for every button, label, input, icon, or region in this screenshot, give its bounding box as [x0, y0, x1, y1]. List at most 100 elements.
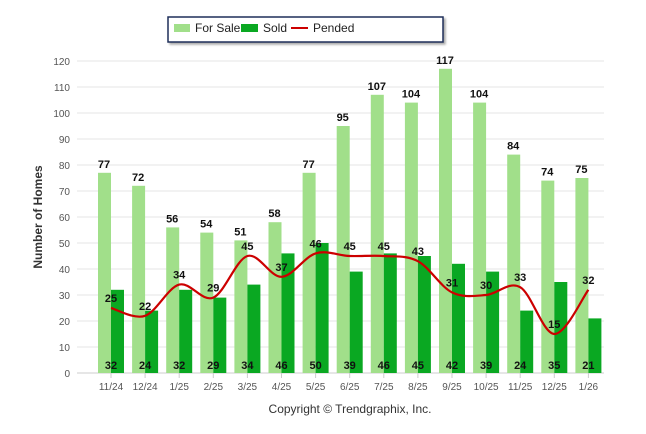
- label-pended: 15: [548, 319, 560, 331]
- bar-sold: [281, 253, 295, 373]
- x-tick-label: 8/25: [408, 382, 428, 393]
- x-tick-label: 2/25: [204, 382, 224, 393]
- legend-swatch-for-sale: [174, 24, 190, 32]
- label-sold: 34: [241, 360, 254, 372]
- bar-for-sale: [302, 172, 316, 373]
- label-sold: 42: [446, 360, 458, 372]
- bar-sold: [111, 289, 124, 373]
- label-sold: 32: [173, 360, 185, 372]
- x-tick-label: 11/25: [508, 382, 533, 393]
- bar-sold: [315, 243, 329, 373]
- label-sold: 35: [548, 360, 560, 372]
- pended-line: [110, 251, 590, 336]
- label-for-sale: 104: [470, 89, 489, 101]
- legend-label-pended: Pended: [313, 21, 354, 35]
- label-for-sale: 51: [234, 226, 246, 238]
- copyright: Copyright © Trendgraphix, Inc.: [269, 402, 432, 416]
- label-sold: 46: [378, 360, 390, 372]
- bar-sold: [383, 253, 397, 373]
- y-tick-label: 30: [59, 291, 71, 302]
- bar-for-sale: [98, 172, 111, 373]
- bar-sold: [417, 256, 431, 373]
- bar-for-sale: [268, 222, 282, 373]
- data-labels: 77 32 25 72 24 22 56 32 34 54 29 29 51 34 45 58 46 37 77 50…: [98, 55, 595, 372]
- label-pended: 45: [344, 241, 356, 253]
- label-pended: 46: [309, 238, 321, 250]
- y-tick-label: 100: [53, 109, 70, 120]
- y-tick-label: 0: [64, 369, 70, 380]
- bar-sold: [554, 282, 568, 373]
- label-for-sale: 77: [98, 159, 110, 171]
- label-for-sale: 117: [436, 55, 454, 67]
- legend-label-for-sale: For Sale: [195, 21, 241, 35]
- bar-for-sale: [200, 232, 214, 373]
- label-sold: 45: [412, 360, 424, 372]
- y-tick-label: 40: [59, 265, 71, 276]
- bar-sold: [520, 310, 534, 373]
- label-sold: 24: [139, 360, 152, 372]
- label-for-sale: 74: [541, 167, 554, 179]
- x-tick-label: 12/25: [542, 382, 567, 393]
- bar-sold: [486, 271, 500, 373]
- label-sold: 24: [514, 360, 527, 372]
- label-pended: 22: [139, 301, 151, 313]
- label-pended: 45: [241, 241, 253, 253]
- y-tick-label: 10: [59, 343, 71, 354]
- label-pended: 32: [582, 275, 594, 287]
- x-tick-label: 1/25: [169, 382, 189, 393]
- y-tick-label: 20: [59, 317, 71, 328]
- x-tick-label: 1/26: [579, 382, 599, 393]
- label-sold: 39: [344, 360, 356, 372]
- bar-sold: [179, 289, 193, 373]
- bars: [98, 68, 602, 374]
- bar-sold: [213, 297, 227, 373]
- y-tick-label: 70: [59, 187, 71, 198]
- x-tick-label: 5/25: [306, 382, 326, 393]
- y-tick-label: 50: [59, 239, 71, 250]
- bar-for-sale: [132, 185, 146, 373]
- label-pended: 31: [446, 277, 458, 289]
- bar-sold: [349, 271, 363, 373]
- bar-for-sale: [336, 126, 350, 373]
- label-for-sale: 75: [575, 164, 587, 176]
- bar-for-sale: [166, 227, 180, 373]
- bar-sold: [247, 284, 261, 373]
- bar-for-sale: [404, 102, 418, 373]
- label-pended: 43: [412, 246, 424, 258]
- y-tick-label: 120: [53, 57, 70, 68]
- label-for-sale: 77: [302, 159, 314, 171]
- x-tick-label: 9/25: [442, 382, 462, 393]
- label-for-sale: 95: [337, 112, 349, 124]
- x-tick-label: 4/25: [272, 382, 292, 393]
- label-sold: 32: [105, 360, 117, 372]
- x-tick-label: 12/24: [133, 382, 158, 393]
- y-axis-ticks: 0 10 20 30 40 50 60 70 80 90 100 110 120: [53, 57, 70, 380]
- label-for-sale: 104: [402, 89, 421, 101]
- x-tick-label: 6/25: [340, 382, 360, 393]
- x-tick-label: 7/25: [374, 382, 394, 393]
- bar-for-sale: [234, 240, 248, 373]
- legend-label-sold: Sold: [263, 21, 287, 35]
- bar-sold: [145, 310, 159, 373]
- label-sold: 29: [207, 360, 219, 372]
- label-for-sale: 107: [368, 81, 386, 93]
- legend: For Sale Sold Pended: [167, 16, 444, 43]
- label-pended: 37: [275, 262, 287, 274]
- label-pended: 29: [207, 283, 219, 295]
- label-pended: 33: [514, 272, 526, 284]
- y-tick-label: 90: [59, 135, 71, 146]
- bar-for-sale: [575, 178, 589, 373]
- bar-for-sale: [473, 102, 487, 373]
- label-sold: 21: [582, 360, 594, 372]
- label-for-sale: 72: [132, 172, 144, 184]
- label-sold: 39: [480, 360, 492, 372]
- label-for-sale: 84: [507, 141, 520, 153]
- y-axis-label: Number of Homes: [31, 165, 45, 269]
- label-pended: 25: [105, 293, 117, 305]
- legend-swatch-sold: [241, 24, 258, 32]
- legend-swatch-pended: [291, 27, 308, 29]
- label-pended: 34: [173, 270, 186, 282]
- label-sold: 46: [275, 360, 287, 372]
- y-tick-label: 80: [59, 161, 71, 172]
